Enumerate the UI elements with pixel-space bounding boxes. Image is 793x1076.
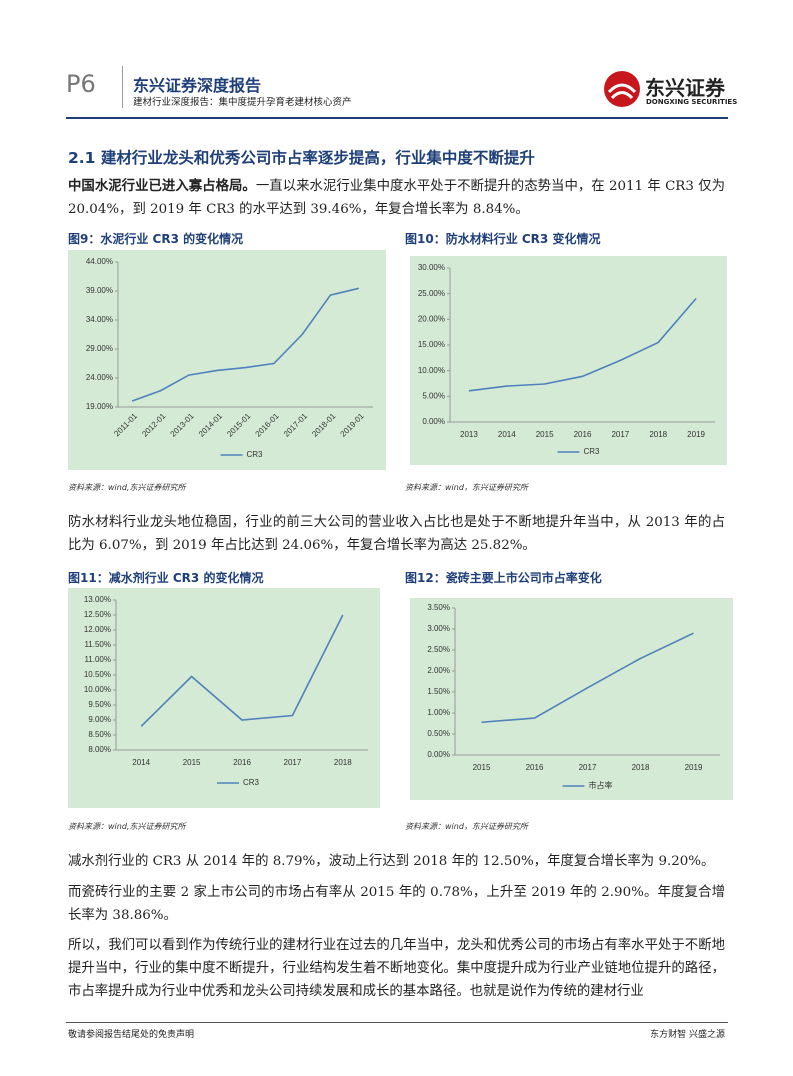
text: 一直以来水泥行业集中度水平处于不断提升的态势当中，在 2011 年 CR3 仅为… — [68, 179, 726, 217]
y-tick-label: 2.50% — [427, 645, 450, 654]
y-tick-label: 12.00% — [84, 625, 111, 634]
logo-en: DONGXING SECURITIES — [646, 98, 738, 106]
logo-name: 东兴证券 — [645, 76, 725, 100]
line — [140, 614, 344, 727]
source: 资料来源：wind,东兴证券研究所 — [68, 483, 186, 492]
y-tick-label: 10.00% — [84, 685, 111, 694]
header-rule — [66, 117, 728, 119]
x-tick-label: 2018 — [334, 758, 352, 767]
y-tick-label: 8.00% — [88, 745, 111, 754]
x-tick-label: 2016 — [574, 430, 592, 439]
chart: 8.00% 8.50% 9.00% 9.50% 10.00% 10.50% 11.00% 11… — [68, 588, 380, 808]
y-tick-label: 34.00% — [86, 315, 113, 324]
y-tick-label: 0.00% — [422, 417, 445, 426]
y-tick-label: 20.00% — [418, 314, 445, 323]
page-number: P6 — [66, 70, 96, 98]
y-tick-label: 3.50% — [427, 603, 450, 612]
y-tick-label: 19.00% — [86, 402, 113, 411]
x-tick-label: 2017 — [579, 763, 597, 772]
logo-icon — [604, 71, 640, 107]
line — [481, 632, 694, 724]
y-tick-label: 10.50% — [84, 670, 111, 679]
header-subtitle: 建材行业深度报告：集中度提升孕育老建材核心资产 — [133, 97, 352, 108]
x-tick-label: 2013 — [460, 430, 478, 439]
paragraph: 减水剂行业的 CR3 从 2014 年的 8.79%，波动上行达到 2018 年… — [68, 854, 715, 869]
chart-background — [410, 598, 733, 800]
x-tick-label: 2017 — [284, 758, 302, 767]
y-tick-label: 39.00% — [86, 286, 113, 295]
legend-label: CR3 — [584, 447, 601, 456]
figure-title: 图10：防水材料行业 CR3 变化情况 — [405, 232, 601, 246]
y-tick-label: 11.50% — [84, 640, 111, 649]
source: 资料来源：wind，东兴证券研究所 — [405, 822, 528, 831]
footer-left: 敬请参阅报告结尾处的免责声明 — [68, 1030, 195, 1040]
y-tick-label: 1.50% — [427, 687, 450, 696]
x-tick-label: 2019 — [685, 763, 703, 772]
chart-background — [410, 256, 727, 465]
lead: 中国水泥行业已进入寡占格局。 — [68, 178, 256, 194]
footer-right: 东方财智 兴盛之源 — [650, 1030, 725, 1040]
line — [468, 297, 697, 392]
chart-background — [68, 588, 380, 808]
chart: 0.00% 0.50% 1.00% 1.50% 2.00% 2.50% 3.00% 3.50%… — [410, 598, 733, 800]
legend-label: CR3 — [247, 450, 264, 459]
y-tick-label: 30.00% — [418, 263, 445, 272]
figure-title: 图11：减水剂行业 CR3 的变化情况 — [68, 571, 264, 585]
header-title: 东兴证券深度报告 — [133, 76, 262, 95]
y-tick-label: 11.00% — [84, 655, 111, 664]
x-tick-label: 2017 — [611, 430, 629, 439]
x-tick-label: 2014 — [132, 758, 150, 767]
y-tick-label: 0.00% — [427, 750, 450, 759]
y-tick-label: 0.50% — [427, 729, 450, 738]
y-tick-label: 5.00% — [422, 391, 445, 400]
y-tick-label: 9.50% — [88, 700, 111, 709]
y-tick-label: 29.00% — [86, 344, 113, 353]
y-tick-label: 15.00% — [418, 340, 445, 349]
footer-rule — [66, 1022, 728, 1023]
x-tick-label: 2015 — [473, 763, 491, 772]
y-tick-label: 3.00% — [427, 624, 450, 633]
divider — [122, 66, 123, 108]
chart-background — [68, 250, 386, 470]
y-tick-label: 25.00% — [418, 289, 445, 298]
x-tick-label: 2014 — [498, 430, 516, 439]
legend-label: 市占率 — [589, 780, 613, 790]
y-tick-label: 12.50% — [84, 610, 111, 619]
x-tick-label: 2016 — [233, 758, 251, 767]
y-tick-label: 2.00% — [427, 666, 450, 675]
source: 资料来源：wind,东兴证券研究所 — [68, 822, 186, 831]
y-tick-label: 1.00% — [427, 708, 450, 717]
chart: 0.00% 5.00% 10.00% 15.00% 20.00% 25.00% 30.00%… — [410, 256, 727, 465]
y-tick-label: 13.00% — [84, 595, 111, 604]
y-tick-label: 44.00% — [86, 257, 113, 266]
paragraph: 所以，我们可以看到作为传统行业的建材行业在过去的几年当中，龙头和优秀公司的市场占… — [68, 938, 725, 999]
x-tick-label: 2018 — [649, 430, 667, 439]
section-heading: 2.1 建材行业龙头和优秀公司市占率逐步提高，行业集中度不断提升 — [68, 149, 535, 167]
y-tick-label: 8.50% — [88, 730, 111, 739]
figure-title: 图12：瓷砖主要上市公司市占率变化 — [405, 571, 602, 585]
x-tick-label: 2015 — [183, 758, 201, 767]
y-tick-label: 24.00% — [86, 373, 113, 382]
x-tick-label: 2018 — [632, 763, 650, 772]
line — [131, 287, 360, 402]
chart: 19.00%24.00%29.00%34.00%39.00%44.00%2011… — [68, 250, 386, 470]
paragraph: 而瓷砖行业的主要 2 家上市公司的市场占有率从 2015 年的 0.78%，上升… — [68, 885, 725, 923]
figure-title: 图9：水泥行业 CR3 的变化情况 — [68, 232, 244, 246]
x-tick-label: 2015 — [536, 430, 554, 439]
legend-label: CR3 — [243, 778, 260, 787]
source: 资料来源：wind，东兴证券研究所 — [405, 483, 528, 492]
x-tick-label: 2016 — [526, 763, 544, 772]
x-tick-label: 2019 — [687, 430, 705, 439]
paragraph: 防水材料行业龙头地位稳固，行业的前三大公司的营业收入占比也是处于不断地提升年当中… — [68, 515, 725, 553]
paragraph: 中国水泥行业已进入寡占格局。一直以来水泥行业集中度水平处于不断提升的态势当中，在… — [68, 175, 725, 221]
y-tick-label: 10.00% — [418, 366, 445, 375]
y-tick-label: 9.00% — [88, 715, 111, 724]
